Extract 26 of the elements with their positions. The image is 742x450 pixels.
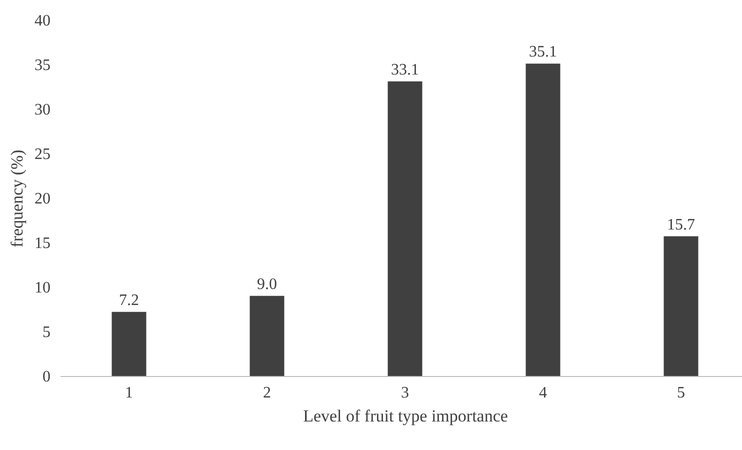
x-axis-title: Level of fruit type importance <box>303 406 508 426</box>
y-axis-title: frequency (%) <box>8 150 26 248</box>
y-tick-label: 5 <box>42 324 50 341</box>
y-tick-label: 40 <box>34 12 50 30</box>
x-tick-label: 1 <box>125 384 133 402</box>
data-label: 15.7 <box>667 216 695 234</box>
data-label: 9.0 <box>257 276 277 293</box>
x-tick-label: 2 <box>263 384 271 402</box>
data-label: 33.1 <box>391 61 419 78</box>
data-label: 35.1 <box>529 44 557 61</box>
bar <box>112 312 146 376</box>
bar <box>250 296 284 376</box>
x-tick-label: 3 <box>401 384 409 402</box>
x-tick-label: 4 <box>539 384 547 402</box>
bar <box>526 64 560 376</box>
y-tick-label: 0 <box>42 368 50 386</box>
bar <box>664 236 698 376</box>
bar <box>388 81 422 376</box>
x-tick-label: 5 <box>677 384 685 402</box>
y-tick-label: 30 <box>34 102 50 118</box>
y-tick-label: 25 <box>34 146 50 163</box>
y-tick-label: 35 <box>34 57 50 74</box>
y-tick-label: 15 <box>34 235 50 252</box>
data-label: 7.2 <box>119 292 139 309</box>
y-tick-label: 10 <box>34 280 50 296</box>
y-tick-label: 20 <box>34 190 50 208</box>
